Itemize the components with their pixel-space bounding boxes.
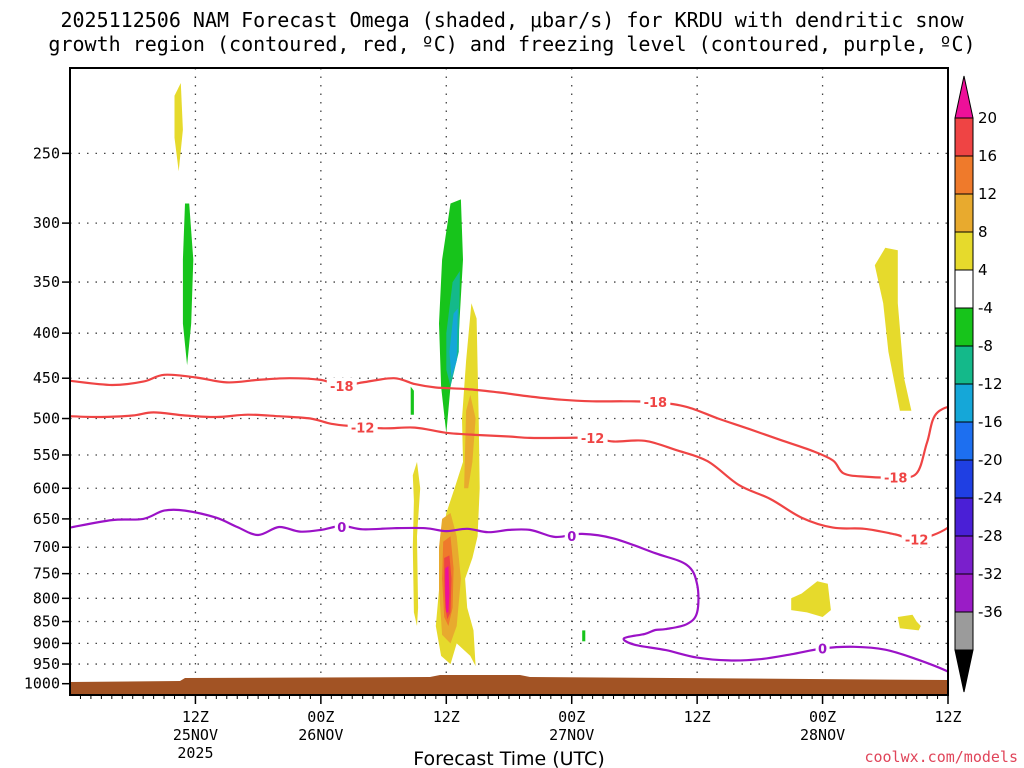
freezing-0-label: 0	[337, 521, 346, 536]
colorbar-label: -16	[978, 413, 1003, 431]
y-tick-label: 400	[33, 324, 60, 342]
x-tick-label: 00Z	[558, 708, 585, 726]
x-tick-label: 25NOV	[173, 726, 218, 744]
colorbar-swatch	[954, 573, 974, 613]
omega-area	[182, 203, 194, 366]
omega-area	[874, 247, 912, 411]
freezing-0-label: 0	[567, 530, 576, 545]
freezing-0-label-bg	[564, 528, 579, 545]
x-axis-label: Forecast Time (UTC)	[413, 748, 604, 768]
x-tick-label: 28NOV	[800, 726, 845, 744]
colorbar-swatch	[954, 117, 974, 157]
y-tick-label: 1000	[24, 675, 60, 693]
y-tick-label: 250	[33, 144, 60, 162]
x-tick-label: 00Z	[307, 708, 334, 726]
dgz-minus18-label: -18	[644, 396, 668, 411]
colorbar-swatch	[954, 421, 974, 461]
temperature-contours: -18 -18 -18 -12 -12 -12 0 0 0	[70, 373, 948, 673]
colorbar-swatch	[954, 383, 974, 423]
freezing-0-label: 0	[818, 642, 827, 657]
dgz-minus12-label: -12	[581, 432, 605, 447]
y-tick-label: 300	[33, 214, 60, 232]
omega-area	[445, 565, 450, 613]
x-tick-label: 26NOV	[298, 726, 343, 744]
terrain-ground	[70, 675, 948, 695]
x-tick-label: 12Z	[433, 708, 460, 726]
omega-area	[464, 394, 476, 489]
omega-area	[791, 581, 831, 617]
omega-area	[582, 630, 586, 642]
y-tick-label: 600	[33, 479, 60, 497]
colorbar-label: -8	[978, 337, 993, 355]
y-tick-label: 750	[33, 565, 60, 583]
y-tick-label: 650	[33, 510, 60, 528]
freezing-0-label-bg	[815, 640, 830, 657]
y-tick-label: 950	[33, 655, 60, 673]
colorbar-label: 20	[978, 109, 997, 127]
dgz-minus12-label: -12	[351, 422, 375, 437]
x-tick-label: 12Z	[934, 708, 961, 726]
x-tick-label: 00Z	[809, 708, 836, 726]
colorbar-swatch	[954, 231, 974, 271]
omega-area	[410, 386, 414, 415]
colorbar-label: -20	[978, 451, 1003, 469]
colorbar-label: 4	[978, 261, 988, 279]
y-tick-label: 800	[33, 589, 60, 607]
colorbar-swatch	[954, 307, 974, 347]
colorbar-swatch	[954, 193, 974, 233]
colorbar-top-arrow	[954, 75, 974, 119]
y-axis: 250 300 350 400 450 500 550 600 650 700 750 800 850 9…	[24, 144, 70, 693]
colorbar-swatch	[954, 535, 974, 575]
dgz-minus12-label-bg	[347, 419, 378, 436]
omega-area	[449, 308, 458, 379]
dgz-minus12-label-bg	[577, 429, 608, 446]
colorbar-label: 16	[978, 147, 997, 165]
source-credit: coolwx.com/models	[864, 748, 1018, 766]
y-tick-label: 900	[33, 634, 60, 652]
dgz-minus18-label-bg	[326, 377, 357, 394]
chart-title-line-2: growth region (contoured, red, ºC) and f…	[48, 32, 976, 56]
omega-area	[897, 614, 921, 631]
dgz-minus18-label: -18	[884, 471, 908, 486]
colorbar-label: 12	[978, 185, 997, 203]
y-tick-label: 350	[33, 273, 60, 291]
colorbar-label: -4	[978, 299, 993, 317]
x-tick-label: 2025	[177, 744, 213, 762]
colorbar-swatch	[954, 459, 974, 499]
colorbar-swatch	[954, 497, 974, 537]
omega-area	[174, 83, 183, 172]
colorbar-legend: 20 16 12 8 4 -4 -8 -12 -16 -20 -24 -28 -32 -36	[954, 75, 1003, 693]
dgz-minus18-label-bg	[880, 469, 911, 486]
x-tick-label: 12Z	[684, 708, 711, 726]
x-tick-label: 12Z	[182, 708, 209, 726]
colorbar-label: -32	[978, 565, 1003, 583]
x-tick-label: 27NOV	[549, 726, 594, 744]
colorbar-swatch	[954, 269, 974, 309]
colorbar-swatch	[954, 611, 974, 651]
colorbar-label: -12	[978, 375, 1003, 393]
colorbar-swatch	[954, 155, 974, 195]
y-tick-label: 500	[33, 410, 60, 428]
chart-title-line-1: 2025112506 NAM Forecast Omega (shaded, μ…	[60, 8, 964, 32]
omega-area	[412, 461, 421, 626]
colorbar-swatch	[954, 345, 974, 385]
colorbar-label: -28	[978, 527, 1003, 545]
omega-shading	[174, 83, 921, 667]
y-tick-label: 850	[33, 613, 60, 631]
dgz-minus12-label-bg	[901, 531, 932, 548]
dgz-minus18-label: -18	[330, 380, 354, 395]
freezing-0-label-bg	[334, 519, 349, 536]
y-tick-label: 550	[33, 446, 60, 464]
y-tick-label: 700	[33, 538, 60, 556]
colorbar-label: 8	[978, 223, 988, 241]
colorbar-label: -36	[978, 603, 1003, 621]
colorbar-bottom-arrow	[954, 649, 974, 693]
dgz-minus12-label: -12	[905, 534, 929, 549]
y-tick-label: 450	[33, 369, 60, 387]
dgz-minus18-label-bg	[640, 394, 671, 411]
colorbar-label: -24	[978, 489, 1003, 507]
